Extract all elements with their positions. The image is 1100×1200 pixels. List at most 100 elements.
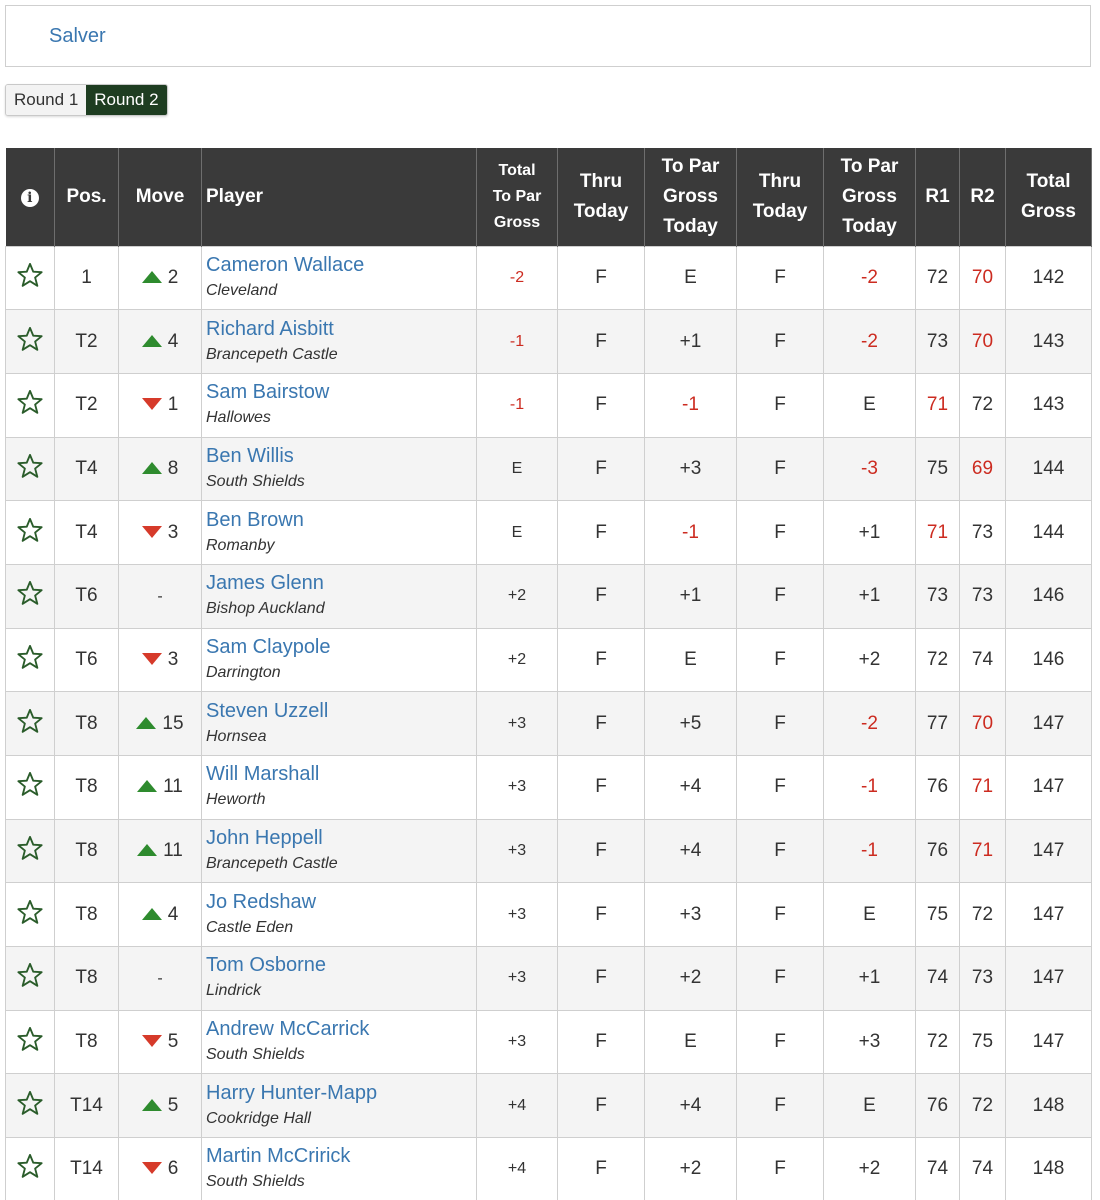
star-icon[interactable]: [16, 898, 44, 932]
header-line: Today: [663, 215, 718, 237]
favorite-cell[interactable]: [5, 1009, 55, 1075]
move-header[interactable]: Move: [118, 148, 202, 246]
player-name-link[interactable]: James Glenn: [206, 572, 324, 595]
favorite-cell[interactable]: [5, 818, 55, 884]
to-par-today-cell: -2: [823, 245, 916, 311]
player-club: Heworth: [206, 791, 266, 809]
player-header[interactable]: Player: [201, 148, 477, 246]
to-par-gross-today-header-2[interactable]: To Par Gross Today: [823, 148, 916, 246]
thru-today-cell: F: [557, 818, 645, 884]
move-cell: 8: [118, 436, 202, 502]
player-name-link[interactable]: Ben Willis: [206, 444, 294, 467]
to-par-today-cell: +2: [823, 1137, 916, 1200]
favorite-cell[interactable]: [5, 755, 55, 820]
r1-cell: 73: [915, 563, 960, 629]
player-cell: Sam Bairstow Hallowes: [201, 372, 477, 438]
r2-cell: 72: [959, 1073, 1006, 1139]
player-name-link[interactable]: Sam Bairstow: [206, 381, 330, 404]
header-line: Total: [498, 161, 536, 179]
thru-today-cell: F: [736, 372, 824, 438]
to-par-today-cell: E: [823, 1073, 916, 1139]
star-icon[interactable]: [16, 452, 44, 486]
favorite-cell[interactable]: [5, 882, 55, 948]
move-cell: 3: [118, 500, 202, 565]
table-row: T8 15 Steven Uzzell Hornsea +3 F +5 F -2 77 70 147: [5, 691, 1092, 756]
to-par-gross-today-header-1[interactable]: To Par Gross Today: [644, 148, 737, 246]
move-up-icon: [136, 713, 157, 735]
star-icon[interactable]: [16, 770, 44, 804]
thru-today-header-1[interactable]: Thru Today: [557, 148, 645, 246]
total-gross-cell: 143: [1005, 372, 1092, 438]
player-name-link[interactable]: John Heppell: [206, 827, 323, 850]
player-name-link[interactable]: Martin McCririck: [206, 1145, 351, 1168]
player-name-link[interactable]: Andrew McCarrick: [206, 1018, 370, 1041]
r1-header[interactable]: R1: [915, 148, 960, 246]
favorite-cell[interactable]: [5, 1073, 55, 1139]
move-value: 11: [163, 840, 183, 862]
star-icon[interactable]: [16, 261, 44, 295]
total-to-par-gross-header[interactable]: Total To Par Gross: [476, 148, 558, 246]
favorite-cell[interactable]: [5, 436, 55, 502]
favorite-cell[interactable]: [5, 1137, 55, 1200]
star-icon[interactable]: [16, 1152, 44, 1186]
to-par-today-cell: +1: [644, 563, 737, 629]
move-cell: 4: [118, 882, 202, 948]
player-name-link[interactable]: Tom Osborne: [206, 954, 327, 977]
header-line: Gross: [1021, 200, 1076, 222]
table-row: T4 3 Ben Brown Romanby E F -1 F +1 71 73 144: [5, 500, 1092, 565]
r2-cell: 71: [959, 755, 1006, 820]
info-header[interactable]: i: [5, 148, 55, 246]
favorite-cell[interactable]: [5, 245, 55, 311]
thru-today-header-2[interactable]: Thru Today: [736, 148, 824, 246]
thru-today-cell: F: [557, 1137, 645, 1200]
total-gross-cell: 148: [1005, 1137, 1092, 1200]
player-name-link[interactable]: Sam Claypole: [206, 635, 331, 658]
position-cell: T6: [54, 563, 119, 629]
header-line: Gross: [842, 185, 897, 207]
favorite-cell[interactable]: [5, 627, 55, 693]
favorite-cell[interactable]: [5, 372, 55, 438]
player-name-link[interactable]: Ben Brown: [206, 508, 304, 531]
move-down-icon: [141, 1158, 162, 1180]
star-icon[interactable]: [16, 1025, 44, 1059]
move-value: 4: [167, 903, 179, 925]
position-cell: T8: [54, 946, 119, 1011]
r2-header[interactable]: R2: [959, 148, 1006, 246]
star-icon[interactable]: [16, 834, 44, 868]
favorite-cell[interactable]: [5, 309, 55, 374]
player-cell: Richard Aisbitt Brancepeth Castle: [201, 309, 477, 374]
move-value: 8: [167, 457, 179, 479]
star-icon[interactable]: [16, 516, 44, 550]
star-icon[interactable]: [16, 1089, 44, 1123]
info-icon[interactable]: i: [20, 188, 39, 207]
star-icon[interactable]: [16, 579, 44, 613]
total-gross-header[interactable]: Total Gross: [1005, 148, 1092, 246]
player-name-link[interactable]: Harry Hunter-Mapp: [206, 1081, 378, 1104]
to-par-today-cell: E: [644, 627, 737, 693]
header-line: To Par: [661, 155, 720, 177]
total-to-par-cell: E: [476, 436, 558, 502]
star-icon[interactable]: [16, 325, 44, 359]
tab-round-1[interactable]: Round 1: [6, 85, 87, 115]
favorite-cell[interactable]: [5, 500, 55, 565]
pos-header[interactable]: Pos.: [54, 148, 119, 246]
star-icon[interactable]: [16, 643, 44, 677]
favorite-cell[interactable]: [5, 691, 55, 756]
salver-link[interactable]: Salver: [49, 25, 106, 47]
player-name-link[interactable]: Jo Redshaw: [206, 890, 317, 913]
r2-cell: 74: [959, 1137, 1006, 1200]
player-name-link[interactable]: Richard Aisbitt: [206, 317, 334, 340]
favorite-cell[interactable]: [5, 946, 55, 1011]
favorite-cell[interactable]: [5, 563, 55, 629]
player-name-link[interactable]: Steven Uzzell: [206, 699, 329, 722]
player-name-link[interactable]: Cameron Wallace: [206, 253, 365, 276]
move-value: 5: [167, 1031, 179, 1053]
tab-round-2[interactable]: Round 2: [86, 85, 167, 115]
star-icon[interactable]: [16, 707, 44, 741]
move-down-icon: [141, 1031, 162, 1053]
star-icon[interactable]: [16, 961, 44, 995]
star-icon[interactable]: [16, 388, 44, 422]
player-name-link[interactable]: Will Marshall: [206, 763, 320, 786]
leaderboard-table: i Pos. Move Player Total To Par Gross Th…: [5, 148, 1092, 1200]
thru-today-cell: F: [557, 755, 645, 820]
